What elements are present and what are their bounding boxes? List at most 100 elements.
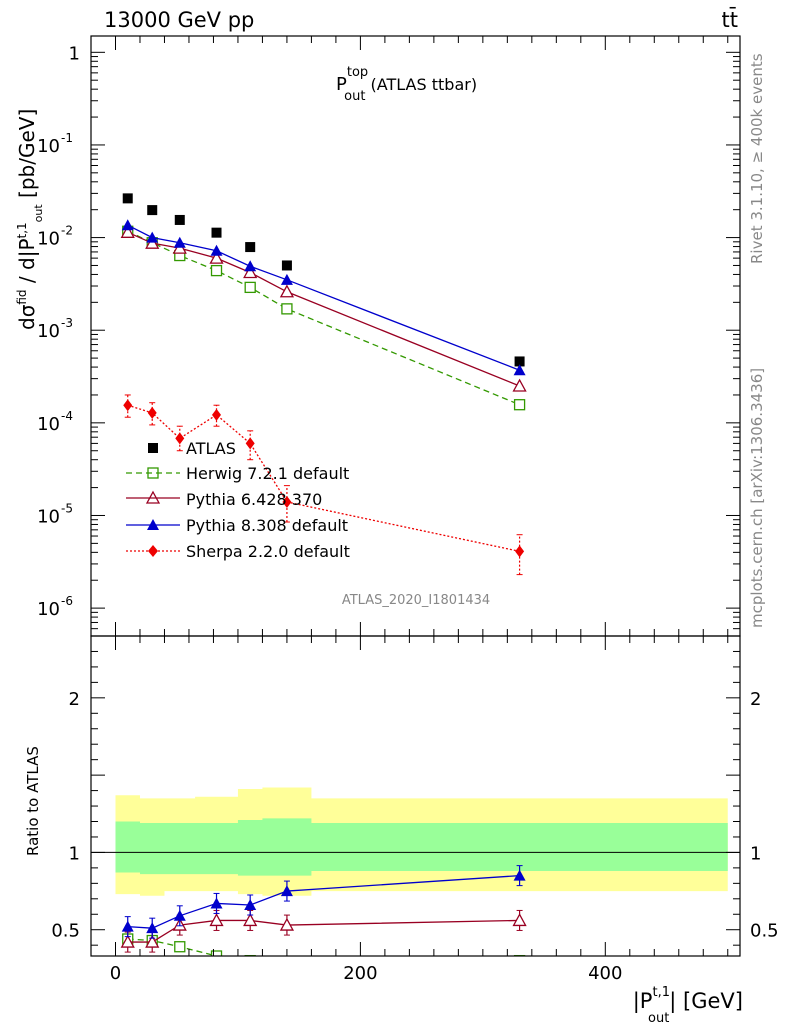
data-point-series0-0 [122, 193, 133, 204]
data-point-series1-5 [281, 303, 293, 315]
y-tick-exponent: -3 [61, 316, 73, 330]
ratio-point-series2-4 [244, 898, 257, 910]
data-point-series4-1 [147, 406, 157, 419]
legend-marker-atlas [148, 443, 158, 453]
data-point-series4-5 [282, 495, 292, 508]
y-tick-label: 10 [37, 599, 60, 620]
rivet-version-label: Rivet 3.1.10, ≥ 400k events [748, 53, 766, 264]
data-point-series0-4 [245, 242, 256, 253]
ratio-point-series1-3 [209, 913, 224, 927]
series-line-3 [127, 224, 520, 371]
ratio-point-series1-0 [120, 934, 135, 948]
ratio-tick-label-right: 0.5 [750, 921, 779, 942]
plot-title: Ptop out (ATLAS ttbar) [336, 65, 477, 104]
data-point-series2-3 [209, 250, 224, 264]
ratio-point-series2-5 [280, 885, 293, 897]
series-line-1 [127, 230, 520, 406]
y-tick-exponent: -1 [61, 131, 73, 145]
ratio-point-series2-2 [173, 909, 186, 921]
y-tick-label: 10 [37, 229, 60, 250]
legend-marker-pythia6 [145, 490, 161, 504]
y-tick-exponent: -2 [61, 224, 73, 238]
data-point-series1-6 [513, 399, 526, 411]
legend-entry-atlas: ATLAS [148, 439, 236, 458]
legend-label-sherpa: Sherpa 2.2.0 default [186, 542, 350, 561]
x-tick-label: 0 [110, 963, 121, 984]
ratio-tick-label-right: 1 [750, 843, 761, 864]
main-plot-area [120, 193, 527, 576]
x-tick-label: 400 [588, 963, 622, 984]
ratio-line-1 [127, 919, 520, 943]
y-tick-exponent: -4 [61, 409, 73, 423]
legend: ATLAS Herwig 7.2.1 default Pythia 6.428 … [126, 439, 350, 561]
ratio-plot-frame [90, 635, 741, 957]
ratio-y-axis-label: Ratio to ATLAS [24, 746, 42, 856]
ratio-tick-label-left: 1 [69, 843, 80, 864]
data-point-series3-3 [210, 244, 223, 256]
ratio-point-series1-4 [243, 913, 258, 927]
y-tick-label: 10 [37, 321, 60, 342]
ratio-point-series1-1 [145, 934, 160, 948]
ratio-band-inner [115, 818, 728, 876]
ratio-point-series2-0 [121, 920, 134, 932]
ratio-line-0 [127, 938, 222, 956]
data-point-series4-4 [245, 437, 255, 450]
legend-entry-sherpa: Sherpa 2.2.0 default [126, 542, 350, 561]
data-point-series4-0 [123, 399, 133, 412]
y-tick-label: 10 [37, 414, 60, 435]
ratio-point-series0-2 [174, 941, 186, 953]
y-tick-label: 10 [37, 136, 60, 157]
ratio-point-series1-5 [279, 917, 295, 931]
legend-entry-herwig: Herwig 7.2.1 default [126, 464, 349, 483]
ratio-point-series0-5 [282, 957, 292, 967]
data-point-series3-1 [146, 231, 159, 243]
legend-label-herwig: Herwig 7.2.1 default [186, 464, 349, 483]
data-point-series2-6 [512, 378, 527, 392]
ratio-uncertainty-bands [115, 787, 728, 896]
ratio-plot-area [91, 851, 740, 967]
ratio-point-series0-3 [210, 950, 223, 956]
data-point-series0-2 [174, 214, 185, 225]
data-point-series4-3 [212, 408, 222, 421]
data-point-series4-2 [175, 432, 185, 445]
data-point-series3-0 [121, 219, 134, 231]
data-point-series4-6 [515, 545, 525, 558]
ratio-tick-label-right: 2 [750, 689, 761, 710]
y-tick-label: 1 [69, 43, 80, 64]
data-point-series0-1 [147, 205, 158, 216]
mcplots-label: mcplots.cern.ch [arXiv:1306.3436] [748, 368, 766, 628]
legend-label-pythia6: Pythia 6.428 370 [186, 490, 322, 509]
ratio-point-series2-3 [210, 897, 223, 909]
data-point-series0-3 [211, 227, 222, 238]
ratio-point-series0-4 [244, 954, 256, 956]
data-point-series2-1 [145, 235, 160, 249]
y-axis-label: dσfid / d|Pt,1out [pb/GeV] [15, 109, 45, 330]
data-point-series0-5 [281, 260, 292, 271]
data-point-series1-4 [244, 281, 256, 294]
data-point-series2-5 [279, 284, 295, 298]
x-tick-label: 200 [343, 963, 377, 984]
ratio-point-series2-6 [513, 869, 526, 881]
header-energy-label: 13000 GeV pp [104, 8, 254, 32]
legend-entry-pythia8: Pythia 8.308 default [126, 516, 348, 535]
legend-entry-pythia6: Pythia 6.428 370 [126, 490, 322, 509]
data-point-series3-6 [513, 364, 526, 376]
legend-label-atlas: ATLAS [186, 439, 236, 458]
legend-marker-sherpa [148, 545, 158, 557]
data-point-series3-4 [244, 260, 257, 272]
ratio-point-series0-6 [513, 954, 526, 956]
y-tick-exponent: -6 [61, 594, 73, 608]
header-process-label: tt̄ [722, 7, 738, 32]
data-point-series1-3 [210, 264, 223, 277]
data-point-series2-4 [243, 265, 258, 279]
y-tick-exponent: -5 [61, 501, 73, 515]
x-axis-label: |Pt,1 out| [GeV] [633, 985, 743, 1024]
ratio-point-series1-6 [512, 913, 527, 927]
series-line-2 [127, 231, 520, 387]
ratio-tick-label-left: 0.5 [51, 921, 80, 942]
ratio-point-series2-1 [146, 922, 159, 934]
legend-label-pythia8: Pythia 8.308 default [186, 516, 348, 535]
legend-marker-pythia8 [147, 519, 159, 530]
